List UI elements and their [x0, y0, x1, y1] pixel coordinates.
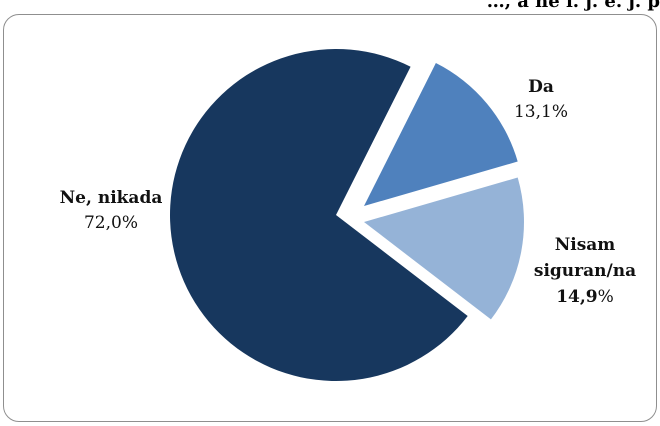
slice-da [364, 63, 518, 207]
label-ne-value: 72,0% [84, 213, 138, 233]
label-da-name: Da [528, 77, 554, 97]
label-nisam-value-suffix: % [598, 287, 614, 307]
cropped-header: …, a ne i. j. e. j. p [0, 0, 660, 14]
label-nisam-value-number: 14,9 [556, 287, 597, 307]
label-nisam-value: 14,9% [556, 287, 614, 307]
slice-ne-nikada [170, 48, 468, 381]
label-ne-name: Ne, nikada [60, 188, 163, 208]
pie-slices [170, 48, 524, 381]
cropped-header-text: …, a ne i. j. e. j. p [486, 0, 660, 12]
slice-nisam-siguran [364, 177, 524, 320]
label-nisam-line1: Nisam [555, 235, 616, 255]
label-da-value: 13,1% [514, 102, 568, 122]
label-nisam-line2: siguran/na [534, 261, 636, 281]
